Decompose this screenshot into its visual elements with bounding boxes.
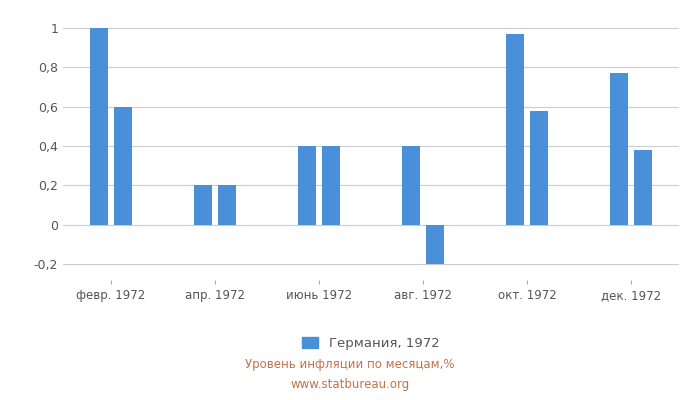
Text: Уровень инфляции по месяцам,%: Уровень инфляции по месяцам,% xyxy=(245,358,455,371)
Bar xyxy=(506,34,524,225)
Bar xyxy=(402,146,421,225)
Bar xyxy=(426,225,444,264)
Bar xyxy=(321,146,340,225)
Bar xyxy=(218,186,236,225)
Legend: Германия, 1972: Германия, 1972 xyxy=(298,332,444,356)
Bar xyxy=(529,110,547,225)
Text: www.statbureau.org: www.statbureau.org xyxy=(290,378,410,391)
Bar xyxy=(90,28,108,225)
Bar xyxy=(195,186,213,225)
Bar xyxy=(610,73,629,225)
Bar xyxy=(634,150,652,225)
Bar xyxy=(113,106,132,225)
Bar xyxy=(298,146,316,225)
